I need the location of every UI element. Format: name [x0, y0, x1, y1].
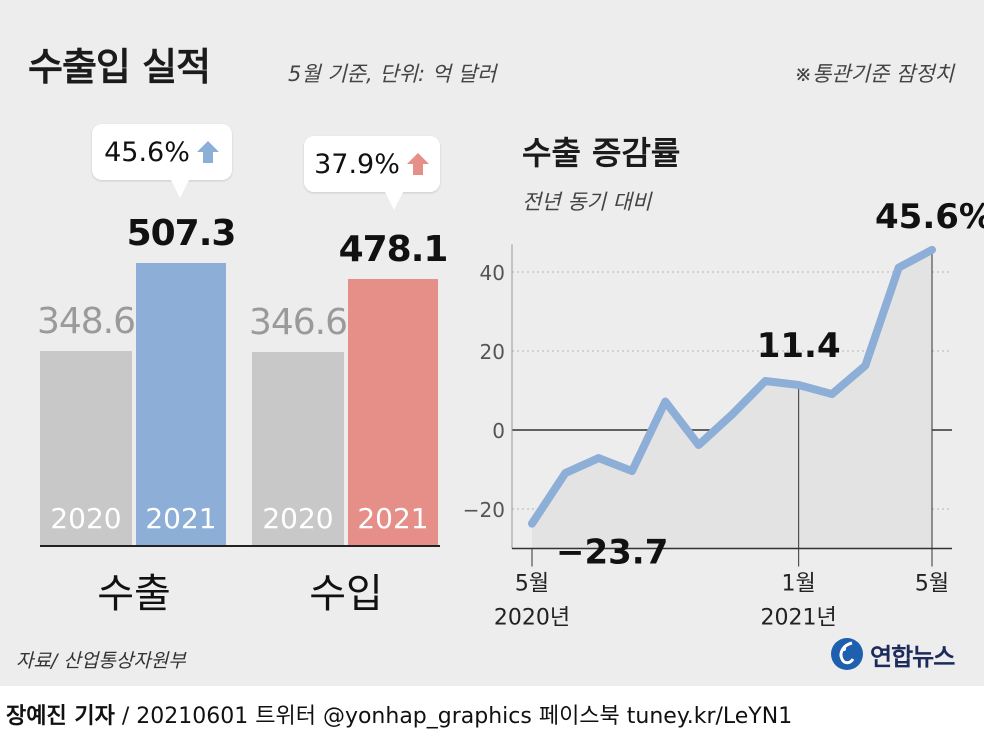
bar-year-label: 2021 [145, 501, 217, 535]
page-title: 수출입 실적 [28, 45, 211, 89]
bar-value-label: 346.6 [248, 302, 348, 344]
x-tick-month-label: 5월 [515, 572, 549, 597]
line-chart: −20 0 20 40 5월 2020년 1월 2021년 5월 −23.7 11.4 45.6% [463, 197, 984, 631]
bar-year-label: 2021 [357, 501, 429, 535]
line-chart-title: 수출 증감률 [522, 134, 681, 172]
area-fill [532, 249, 932, 549]
x-tick-month-label: 5월 [915, 572, 949, 597]
data-annotation: −23.7 [556, 533, 668, 573]
bar-export-2020: 2020 [40, 351, 132, 545]
x-tick-year-label: 2021년 [761, 606, 837, 631]
yonhap-logo: 연합뉴스 [830, 634, 955, 674]
footer-info: / 20210601 트위터 @yonhap_graphics 페이스북 tun… [114, 704, 793, 729]
source-label: 자료/ 산업통상자원부 [16, 650, 186, 672]
x-tick-month-label: 1월 [782, 572, 816, 597]
series-line [528, 245, 936, 528]
up-arrow-icon [196, 141, 219, 163]
x-tick-year-label: 2020년 [494, 606, 570, 631]
data-annotation: 11.4 [757, 326, 841, 366]
bar-baseline [40, 545, 440, 547]
growth-bubble-export: 45.6% [92, 124, 232, 198]
data-note: ※통관기준 잠정치 [794, 62, 954, 86]
up-arrow-icon [406, 153, 429, 175]
category-label-import: 수입 [309, 571, 383, 617]
y-tick-label: 20 [480, 340, 505, 364]
bar-export-2021: 2021 [136, 262, 226, 545]
data-annotation: 45.6% [875, 197, 984, 237]
y-tick-label: 0 [492, 419, 505, 443]
growth-bubble-import: 37.9% [304, 136, 440, 210]
bar-value-label: 478.1 [338, 229, 449, 271]
yonhap-logo-icon [831, 638, 863, 670]
line-chart-subtitle: 전년 동기 대비 [522, 190, 652, 214]
bar-year-label: 2020 [262, 501, 334, 535]
category-label-export: 수출 [97, 571, 171, 617]
growth-label: 37.9% [314, 148, 400, 180]
y-tick-label: 40 [480, 261, 505, 285]
bar-value-label: 507.3 [126, 212, 237, 254]
bar-import-2021: 2021 [348, 279, 438, 545]
bar-year-label: 2020 [50, 501, 122, 535]
page-subtitle: 5월 기준, 단위: 억 달러 [288, 62, 497, 86]
y-tick-label: −20 [463, 498, 505, 522]
bar-import-2020: 2020 [252, 352, 344, 545]
bar-value-label: 348.6 [36, 301, 136, 343]
reporter-name: 장예진 기자 [6, 704, 115, 729]
yonhap-logo-text: 연합뉴스 [870, 642, 955, 671]
footer-credit: 장예진 기자 / 20210601 트위터 @yonhap_graphics 페… [6, 698, 792, 730]
growth-label: 45.6% [104, 136, 190, 168]
